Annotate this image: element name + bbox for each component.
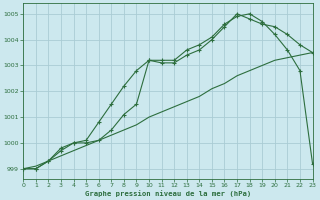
X-axis label: Graphe pression niveau de la mer (hPa): Graphe pression niveau de la mer (hPa) [85, 190, 251, 197]
